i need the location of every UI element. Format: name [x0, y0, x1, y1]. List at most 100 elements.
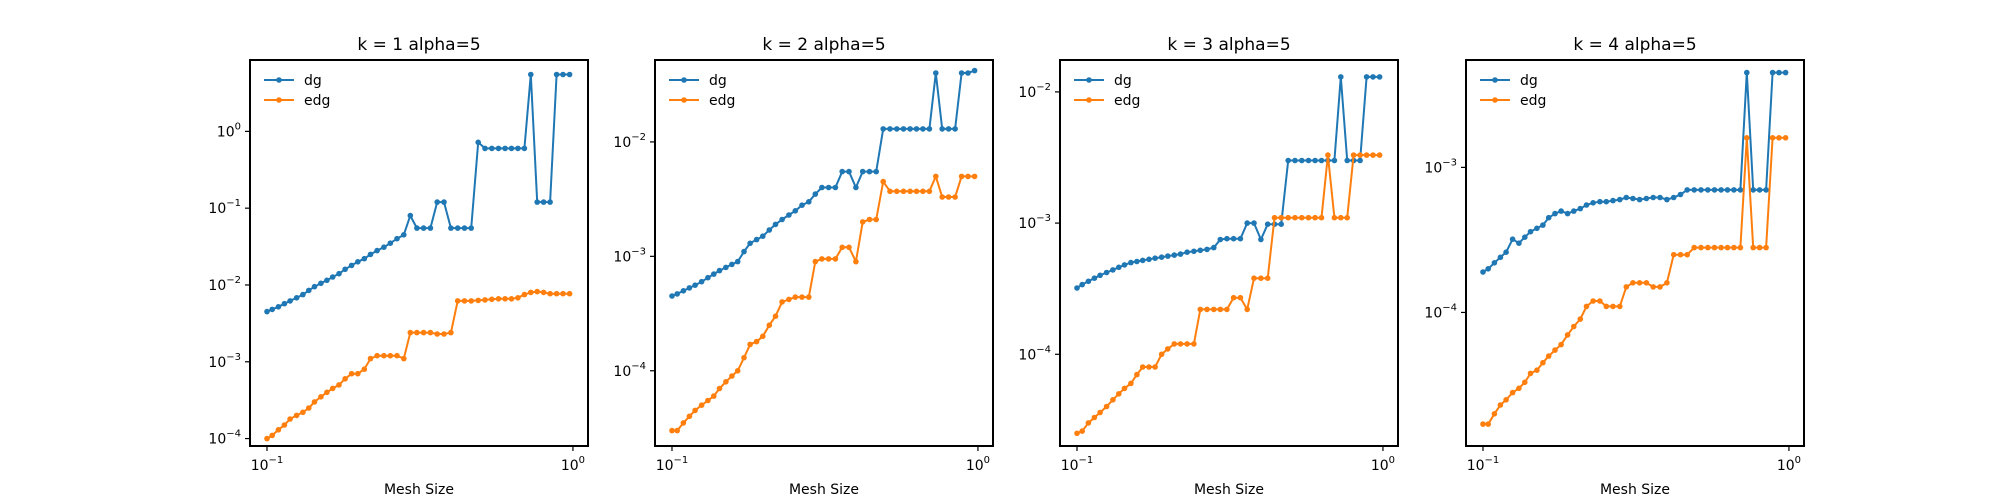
data-point: [1197, 247, 1204, 254]
x-tick-label: 100: [1777, 455, 1801, 474]
x-tick-label: 10−1: [1467, 455, 1500, 474]
data-point: [1128, 259, 1134, 266]
data-point: [1128, 380, 1134, 387]
data-point: [1636, 196, 1643, 203]
data-point: [508, 296, 515, 302]
data-point: [705, 274, 711, 281]
data-point: [819, 256, 825, 262]
data-point: [1363, 152, 1370, 158]
data-point: [760, 233, 766, 239]
data-point: [1299, 214, 1305, 221]
data-point: [311, 399, 318, 405]
data-point: [448, 329, 454, 336]
data-point: [1503, 249, 1509, 255]
data-point: [342, 266, 348, 273]
data-point: [680, 288, 687, 294]
data-point: [853, 258, 859, 265]
legend-label: edg: [709, 93, 735, 109]
data-point: [521, 145, 528, 152]
data-point: [1237, 235, 1244, 242]
data-point: [1597, 298, 1603, 304]
legend-marker: [276, 97, 282, 103]
data-point: [329, 274, 336, 280]
data-point: [1121, 385, 1128, 392]
data-point: [1737, 244, 1744, 251]
data-point: [275, 427, 282, 433]
data-point: [1134, 371, 1140, 378]
data-point: [1139, 257, 1146, 264]
data-point: [1152, 255, 1158, 261]
data-point: [1305, 157, 1312, 164]
data-point: [269, 306, 276, 313]
data-point: [566, 290, 573, 297]
data-point: [806, 199, 812, 205]
data-point: [1074, 285, 1080, 291]
data-point: [926, 126, 933, 132]
chart-panel-1: k = 1 alpha=5 10−1 100 10−4 10−3 10−2 10−1 100 M…: [208, 35, 589, 498]
data-point: [1312, 214, 1318, 221]
data-point: [1705, 244, 1711, 251]
data-point: [1312, 157, 1318, 164]
data-point: [1623, 194, 1630, 201]
data-point: [1571, 323, 1577, 330]
data-point: [1769, 69, 1776, 76]
data-point: [1264, 221, 1271, 227]
data-point: [306, 287, 312, 294]
data-point: [723, 264, 729, 271]
chart-title: k = 3 alpha=5: [1167, 35, 1290, 55]
data-point: [1617, 196, 1623, 203]
data-point: [1264, 275, 1271, 282]
data-point: [1630, 280, 1636, 286]
data-point: [1670, 251, 1677, 258]
data-point: [819, 184, 825, 191]
data-point: [401, 355, 407, 362]
data-point: [1211, 244, 1217, 251]
data-point: [1184, 249, 1190, 255]
data-point: [300, 291, 306, 298]
data-point: [1305, 214, 1312, 221]
data-point: [741, 354, 747, 361]
data-point: [1103, 403, 1110, 410]
data-point: [680, 420, 687, 426]
data-point: [1278, 221, 1284, 227]
data-point: [1158, 254, 1165, 260]
data-point: [441, 199, 447, 205]
data-point: [1691, 244, 1697, 251]
y-tick-label: 10−4: [1018, 344, 1051, 363]
data-point: [1756, 244, 1763, 251]
data-point: [1258, 236, 1264, 243]
data-point: [1744, 135, 1750, 141]
data-point: [1545, 214, 1552, 221]
data-point: [1376, 74, 1383, 80]
data-point: [1684, 187, 1690, 193]
chart-title: k = 2 alpha=5: [762, 35, 885, 55]
data-point: [723, 379, 729, 385]
data-point: [766, 322, 773, 329]
data-point: [420, 329, 427, 336]
data-point: [686, 413, 693, 420]
data-point: [779, 299, 785, 305]
data-point: [1540, 222, 1546, 228]
data-point: [448, 225, 454, 231]
data-point: [1134, 258, 1140, 265]
data-point: [1376, 152, 1383, 158]
data-point: [747, 341, 753, 348]
x-tick-label: 10−1: [1061, 455, 1094, 474]
data-point: [264, 308, 270, 315]
data-point: [760, 333, 766, 340]
data-point: [1763, 244, 1769, 251]
data-point: [1292, 157, 1298, 164]
data-point: [1744, 69, 1750, 76]
data-point: [348, 370, 355, 377]
data-point: [287, 298, 293, 304]
data-point: [1230, 294, 1237, 301]
data-point: [1509, 389, 1516, 396]
data-point: [336, 270, 342, 277]
data-point: [839, 168, 845, 175]
data-point: [965, 173, 971, 180]
plot-area-frame: [1059, 59, 1399, 447]
data-point: [1251, 220, 1257, 226]
data-point: [1121, 262, 1128, 268]
data-point: [825, 184, 832, 191]
